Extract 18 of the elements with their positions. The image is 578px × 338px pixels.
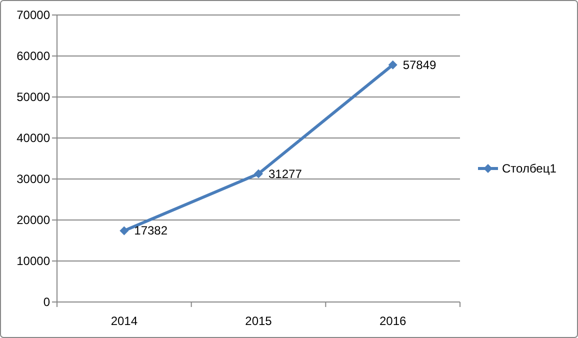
x-tick-label: 2016 [379,314,407,328]
y-tick-label: 0 [43,295,50,309]
point [254,169,263,178]
data-label: 57849 [402,58,437,72]
point [120,226,129,236]
y-tick-label: 10000 [16,254,50,268]
y-tick-label: 20000 [16,213,50,227]
y-tick-label: 50000 [16,90,50,104]
data-label: 31277 [268,166,302,181]
point [388,60,398,70]
legend-label: Столбец1 [502,162,557,176]
data-label: 17382 [134,224,168,238]
y-tick-label: 60000 [16,49,50,63]
y-tick-label: 70000 [16,8,50,22]
x-tick-label: 2015 [245,314,272,328]
y-tick-label: 30000 [16,172,50,186]
x-tick-label: 2014 [110,314,138,328]
y-tick-label: 40000 [16,131,50,145]
